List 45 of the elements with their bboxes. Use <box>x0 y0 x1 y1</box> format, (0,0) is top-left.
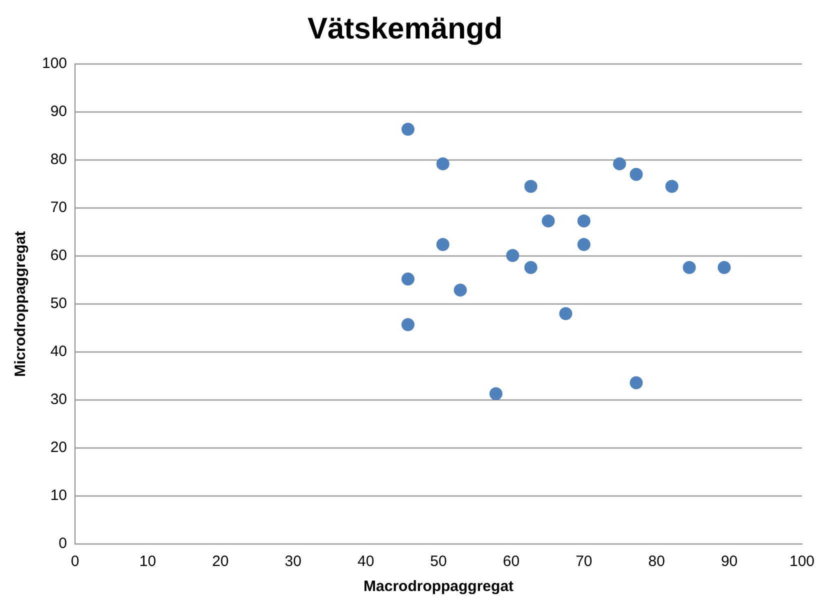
point <box>401 272 414 286</box>
point <box>577 238 590 251</box>
x-tick-label: 30 <box>284 553 302 570</box>
point <box>489 387 502 400</box>
point <box>559 307 572 320</box>
point <box>630 168 643 181</box>
point <box>524 261 538 274</box>
point <box>401 318 414 332</box>
x-axis-title: Macrodroppaggregat <box>364 578 514 596</box>
point <box>577 214 590 228</box>
y-tick-label: 70 <box>50 199 68 216</box>
y-tick-label: 80 <box>50 151 68 168</box>
y-tick-label: 0 <box>58 535 68 552</box>
point <box>506 249 520 262</box>
point <box>542 214 555 228</box>
y-tick-label: 40 <box>50 343 68 360</box>
point <box>682 261 696 274</box>
point <box>613 157 626 170</box>
x-tick-label: 60 <box>502 553 520 570</box>
y-axis-title: Microdroppaggregat <box>12 231 30 377</box>
point <box>630 376 643 390</box>
y-tick-label: 100 <box>42 55 68 72</box>
y-tick-label: 50 <box>50 295 68 312</box>
x-tick-label: 70 <box>576 553 592 570</box>
point <box>718 261 731 274</box>
point <box>436 157 450 170</box>
x-tick-label: 10 <box>139 553 156 570</box>
x-tick-label: 20 <box>212 553 229 570</box>
point <box>401 122 414 136</box>
x-tick-label: 50 <box>430 553 447 570</box>
chart-title: Vätskemängd <box>307 12 503 46</box>
x-tick-label: 90 <box>720 553 738 570</box>
x-tick-label: 80 <box>648 553 665 570</box>
x-tick-label: 100 <box>789 553 815 570</box>
y-tick-label: 10 <box>50 487 68 504</box>
x-tick-label: 40 <box>357 553 374 570</box>
y-tick-label: 20 <box>50 439 68 456</box>
y-tick-label: 90 <box>50 103 68 120</box>
point <box>454 284 467 297</box>
point <box>524 180 538 193</box>
x-tick-label: 0 <box>70 553 80 570</box>
y-tick-label: 30 <box>50 391 68 408</box>
y-tick-label: 60 <box>50 247 68 264</box>
point <box>436 238 450 251</box>
point <box>665 180 678 193</box>
